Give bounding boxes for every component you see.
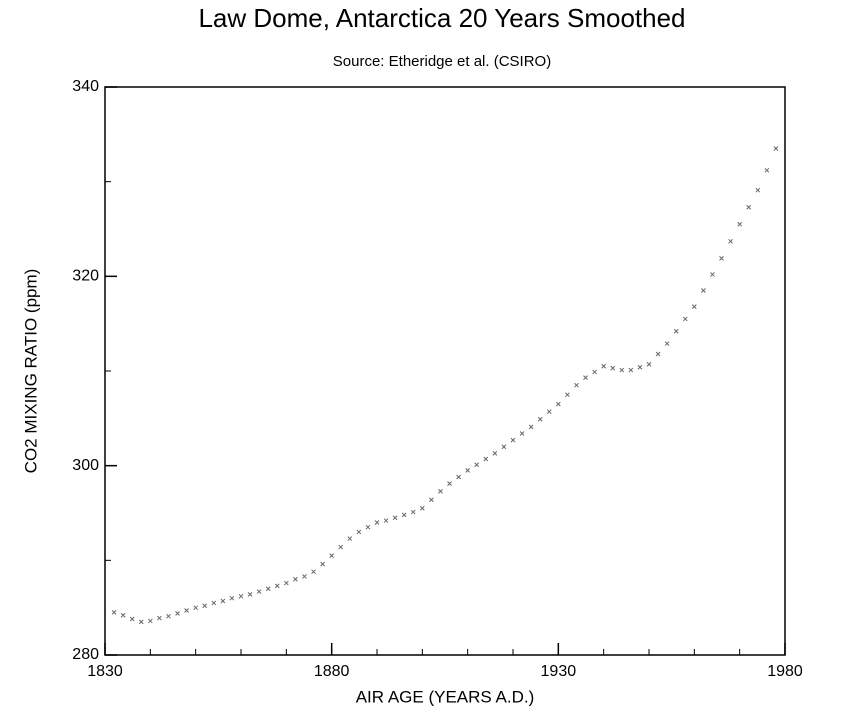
x-tick-label: 1930 — [541, 663, 577, 680]
data-point — [356, 529, 362, 535]
data-point — [546, 409, 552, 415]
data-point — [120, 612, 126, 618]
data-point — [419, 505, 425, 511]
data-point — [719, 255, 724, 261]
data-point — [157, 615, 162, 621]
data-point — [184, 608, 189, 613]
data-point — [374, 520, 380, 525]
data-point — [673, 328, 679, 334]
data-point — [646, 362, 652, 367]
y-tick-label: 340 — [72, 78, 99, 95]
data-point — [166, 613, 171, 619]
y-tick-label: 320 — [72, 268, 99, 285]
data-point — [565, 392, 570, 398]
data-point — [129, 616, 135, 622]
data-point — [510, 437, 516, 443]
data-point — [338, 544, 344, 550]
data-point — [737, 221, 743, 227]
y-axis-label: CO2 MIXING RATIO (ppm) — [21, 269, 40, 474]
data-point — [365, 524, 371, 530]
x-tick-label: 1980 — [767, 663, 803, 680]
data-point — [283, 580, 289, 586]
data-point — [465, 468, 471, 473]
data-point — [691, 304, 697, 309]
data-point — [773, 146, 779, 151]
data-point — [438, 488, 443, 494]
data-point — [528, 424, 534, 430]
data-point — [701, 288, 706, 293]
y-tick-label: 300 — [72, 457, 99, 474]
data-point — [755, 187, 761, 193]
data-point — [655, 351, 661, 357]
data-point — [265, 586, 271, 592]
data-point — [274, 583, 280, 589]
data-point — [311, 569, 316, 575]
data-point — [728, 238, 733, 244]
data-point — [147, 618, 153, 624]
data-point — [619, 367, 625, 373]
data-point — [682, 316, 688, 322]
chart-title: Law Dome, Antarctica 20 Years Smoothed — [198, 3, 685, 33]
data-point — [501, 444, 507, 450]
data-point — [347, 536, 353, 541]
data-point — [764, 167, 770, 173]
data-point — [329, 553, 335, 558]
data-point — [211, 600, 217, 606]
data-point — [138, 619, 144, 625]
data-point — [583, 375, 588, 380]
x-tick-label: 1830 — [87, 663, 123, 680]
x-tick-label: 1880 — [314, 663, 350, 680]
data-point — [474, 462, 480, 468]
data-point — [302, 574, 307, 579]
data-point — [519, 431, 525, 436]
data-point — [193, 605, 199, 611]
data-point — [392, 515, 398, 521]
data-point — [710, 272, 715, 277]
data-point — [574, 382, 579, 388]
data-point — [202, 603, 208, 609]
data-point — [293, 576, 298, 582]
data-point — [592, 369, 597, 375]
data-point — [637, 364, 643, 370]
data-point — [175, 610, 180, 616]
data-point — [410, 509, 416, 515]
data-point — [610, 365, 616, 371]
data-point — [229, 595, 235, 601]
data-point — [247, 592, 253, 597]
data-point — [111, 610, 117, 615]
data-point — [320, 561, 325, 567]
data-point — [555, 401, 561, 407]
chart-subtitle: Source: Etheridge et al. (CSIRO) — [333, 53, 551, 70]
data-point — [429, 497, 434, 503]
data-point — [447, 481, 452, 487]
data-point — [628, 367, 634, 373]
data-point — [601, 363, 607, 369]
plot-frame — [104, 86, 786, 656]
data-point — [401, 512, 407, 518]
data-point — [256, 589, 262, 594]
data-point — [238, 593, 244, 599]
data-point — [537, 416, 543, 422]
y-tick-label: 280 — [72, 646, 99, 663]
data-point — [383, 518, 389, 523]
data-point — [483, 456, 489, 462]
data-point — [664, 341, 670, 346]
data-point — [456, 474, 461, 480]
x-axis-label: AIR AGE (YEARS A.D.) — [356, 687, 535, 706]
data-point — [220, 598, 226, 604]
data-point — [492, 451, 498, 456]
data-point — [746, 204, 752, 210]
